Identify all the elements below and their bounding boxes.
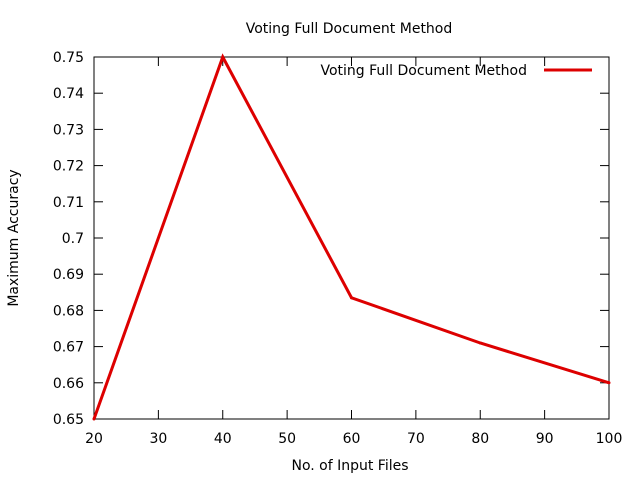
y-axis-ticks: 0.65 0.66 0.67 0.68 0.69 0.7 0.71 0.72 0.73 0.74 0… [53,50,609,428]
y-tick-label: 0.71 [53,195,84,211]
y-tick-label: 0.65 [53,412,84,428]
x-axis-ticks: 20 30 40 50 60 70 80 90 100 [85,57,622,447]
x-axis-label: No. of Input Files [291,458,408,474]
x-tick-label: 70 [407,431,425,447]
y-tick-label: 0.72 [53,159,84,175]
x-tick-label: 30 [149,431,167,447]
series-layer [92,53,611,421]
x-tick-label: 60 [343,431,361,447]
y-axis-label: Maximum Accuracy [6,169,22,306]
x-tick-label: 80 [471,431,489,447]
chart-title: Voting Full Document Method [246,21,453,37]
data-point [607,381,611,385]
plot-area-frame [93,56,610,420]
y-tick-label: 0.69 [53,267,84,283]
y-tick-label: 0.73 [53,122,84,138]
x-tick-label: 40 [214,431,232,447]
data-point [92,417,96,421]
legend-label: Voting Full Document Method [320,63,527,79]
y-tick-label: 0.74 [53,86,84,102]
x-tick-label: 90 [536,431,554,447]
y-tick-label: 0.67 [53,340,84,356]
x-tick-label: 20 [85,431,103,447]
legend: Voting Full Document Method [320,63,592,79]
y-tick-label: 0.7 [62,231,84,247]
data-point [221,55,225,59]
data-point [350,296,353,300]
x-tick-label: 50 [278,431,296,447]
y-tick-label: 0.75 [53,50,84,66]
y-tick-label: 0.68 [53,303,84,319]
series-line [92,53,610,420]
x-tick-label: 100 [596,431,623,447]
data-point [478,341,482,345]
y-tick-label: 0.66 [53,376,84,392]
